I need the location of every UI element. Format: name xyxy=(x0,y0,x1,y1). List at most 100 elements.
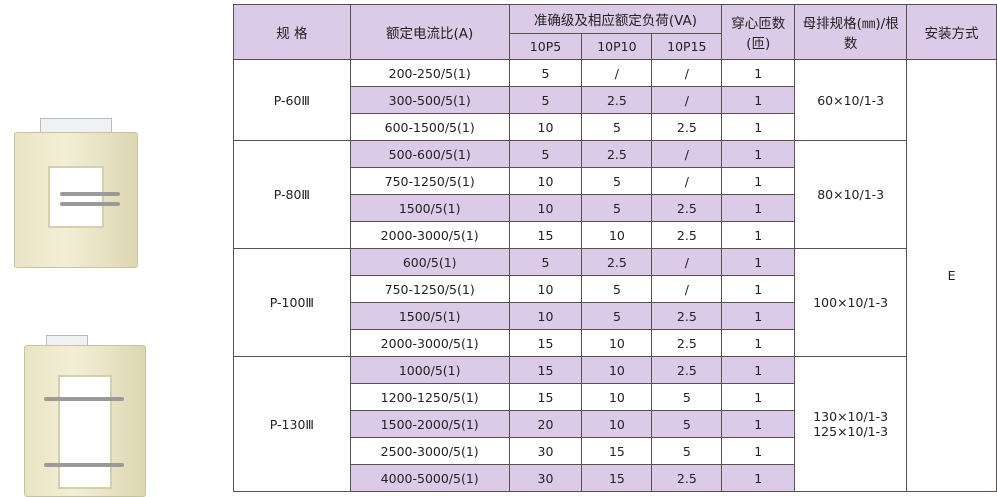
header-accuracy: 准确级及相应额定负荷(VA) xyxy=(508,4,723,34)
table-row: P-80Ⅲ 500-600/5(1) 5 2.5/1 80×10/1-3 xyxy=(233,140,997,249)
ratio-cell: 300-500/5(1) xyxy=(349,86,510,114)
10p15-cell: 5 xyxy=(651,383,723,411)
busbar-cell: 130×10/1-3 125×10/1-3 xyxy=(794,356,908,492)
10p10-cell: 10 xyxy=(581,221,653,249)
current-transformer-image-small xyxy=(10,118,140,268)
ratio-cell: 1500-2000/5(1) xyxy=(349,410,510,438)
10p5-cell: 10 xyxy=(508,113,583,141)
table-row: 4000-5000/5(1) 30 15 2.5 1 xyxy=(234,464,997,492)
header-model: 规 格 xyxy=(233,4,351,60)
ratio-cell: 2000-3000/5(1) xyxy=(349,221,510,249)
table-row: 2000-3000/5(1) 15 10 2.5 1 xyxy=(234,329,997,357)
10p10-cell: 15 xyxy=(581,464,653,492)
turns-cell: 1 xyxy=(721,86,796,114)
header-10p5: 10P5 xyxy=(508,33,583,60)
10p15-cell: 2.5 xyxy=(651,113,723,141)
10p15-cell: 2.5 xyxy=(651,221,723,249)
turns-cell: 1 xyxy=(721,275,796,303)
header-turns: 穿心匝数(匝) xyxy=(721,4,796,60)
table-row: 750-1250/5(1) 10 5/1 xyxy=(234,275,997,303)
current-transformer-image-large xyxy=(22,335,146,497)
10p5-cell: 15 xyxy=(508,356,583,384)
table-row: 300-500/5(1) 5 2.5/1 xyxy=(234,86,997,114)
table-row: P-130Ⅲ 1000/5(1) 15 10 2.5 1 130×10/1-3 125×10… xyxy=(233,356,997,492)
10p10-cell: 2.5 xyxy=(581,248,653,276)
10p5-cell: 30 xyxy=(508,464,583,492)
header-10p15: 10P15 xyxy=(651,33,723,60)
10p15-cell: 2.5 xyxy=(651,302,723,330)
10p5-cell: 10 xyxy=(508,194,583,222)
turns-cell: 1 xyxy=(721,59,796,87)
turns-cell: 1 xyxy=(721,248,796,276)
ratio-cell: 2000-3000/5(1) xyxy=(349,329,510,357)
10p10-cell: 5 xyxy=(581,302,653,330)
header-install: 安装方式 xyxy=(906,4,997,60)
10p10-cell: 5 xyxy=(581,275,653,303)
turns-cell: 1 xyxy=(721,140,796,168)
10p15-cell: / xyxy=(651,167,723,195)
table-row: 750-1250/5(1) 10 5/1 xyxy=(234,167,997,195)
model-cell: P-80Ⅲ xyxy=(233,140,351,249)
install-cell: E xyxy=(906,59,997,492)
model-cell: P-100Ⅲ xyxy=(233,248,351,357)
10p10-cell: 5 xyxy=(581,113,653,141)
ratio-cell: 200-250/5(1) xyxy=(349,59,510,87)
table-row: P-60Ⅲ 200-250/5(1) 5//1 60×10/1-3 E xyxy=(233,59,997,492)
ratio-cell: 500-600/5(1) xyxy=(349,140,510,168)
ratio-cell: 1500/5(1) xyxy=(349,194,510,222)
10p15-cell: / xyxy=(651,140,723,168)
busbar-cell: 80×10/1-3 xyxy=(794,140,908,249)
10p10-cell: 10 xyxy=(581,383,653,411)
turns-cell: 1 xyxy=(721,221,796,249)
10p5-cell: 5 xyxy=(508,248,583,276)
10p15-cell: 2.5 xyxy=(651,329,723,357)
10p15-cell: 5 xyxy=(651,437,723,465)
10p5-cell: 5 xyxy=(508,140,583,168)
10p15-cell: 5 xyxy=(651,410,723,438)
ratio-cell: 600/5(1) xyxy=(349,248,510,276)
ratio-cell: 2500-3000/5(1) xyxy=(349,437,510,465)
table-row: 1500-2000/5(1) 20 10 5 1 xyxy=(234,410,997,438)
10p5-cell: 5 xyxy=(508,86,583,114)
10p10-cell: 10 xyxy=(581,356,653,384)
table-row: P-100Ⅲ 600/5(1) 5 2.5/1 100×10/1-3 xyxy=(233,248,997,357)
turns-cell: 1 xyxy=(721,410,796,438)
turns-cell: 1 xyxy=(721,302,796,330)
turns-cell: 1 xyxy=(721,383,796,411)
table-row: 2500-3000/5(1) 30 15 5 1 xyxy=(234,437,997,465)
ratio-cell: 1200-1250/5(1) xyxy=(349,383,510,411)
model-cell: P-130Ⅲ xyxy=(233,356,351,492)
10p10-cell: 10 xyxy=(581,410,653,438)
10p10-cell: 2.5 xyxy=(581,86,653,114)
ratio-cell: 1500/5(1) xyxy=(349,302,510,330)
turns-cell: 1 xyxy=(721,329,796,357)
header-busbar: 母排规格(㎜)/根数 xyxy=(794,4,908,60)
ratio-cell: 1000/5(1) xyxy=(349,356,510,384)
turns-cell: 1 xyxy=(721,167,796,195)
table-row: 1500/5(1) 10 5 2.5 1 xyxy=(234,194,997,222)
10p10-cell: / xyxy=(581,59,653,87)
turns-cell: 1 xyxy=(721,464,796,492)
10p5-cell: 15 xyxy=(508,383,583,411)
spec-table: 规 格 额定电流比(A) 准确级及相应额定负荷(VA) 穿心匝数(匝) 母排规格… xyxy=(233,4,997,492)
ratio-cell: 4000-5000/5(1) xyxy=(349,464,510,492)
10p5-cell: 10 xyxy=(508,302,583,330)
ratio-cell: 750-1250/5(1) xyxy=(349,167,510,195)
turns-cell: 1 xyxy=(721,113,796,141)
busbar-cell: 100×10/1-3 xyxy=(794,248,908,357)
10p10-cell: 10 xyxy=(581,329,653,357)
table-row: 1200-1250/5(1) 15 10 5 1 xyxy=(234,383,997,411)
10p5-cell: 15 xyxy=(508,329,583,357)
10p5-cell: 20 xyxy=(508,410,583,438)
10p15-cell: 2.5 xyxy=(651,464,723,492)
10p5-cell: 30 xyxy=(508,437,583,465)
ratio-cell: 750-1250/5(1) xyxy=(349,275,510,303)
10p15-cell: / xyxy=(651,86,723,114)
10p5-cell: 15 xyxy=(508,221,583,249)
model-cell: P-60Ⅲ xyxy=(233,59,351,141)
10p10-cell: 5 xyxy=(581,194,653,222)
10p15-cell: / xyxy=(651,248,723,276)
header-10p10: 10P10 xyxy=(581,33,653,60)
10p10-cell: 2.5 xyxy=(581,140,653,168)
10p10-cell: 15 xyxy=(581,437,653,465)
